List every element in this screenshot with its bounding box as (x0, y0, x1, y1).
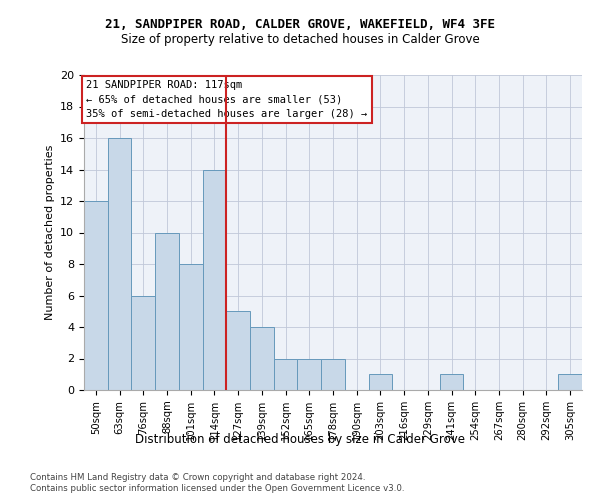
Bar (321, 358, 345, 390)
Y-axis label: Number of detached properties: Number of detached properties (44, 145, 55, 320)
Text: 21, SANDPIPER ROAD, CALDER GROVE, WAKEFIELD, WF4 3FE: 21, SANDPIPER ROAD, CALDER GROVE, WAKEFI… (105, 18, 495, 30)
Bar (368, 374, 392, 390)
Bar (250, 327, 274, 390)
Text: Size of property relative to detached houses in Calder Grove: Size of property relative to detached ho… (121, 32, 479, 46)
Bar (298, 358, 321, 390)
Bar (558, 374, 582, 390)
Bar (108, 138, 131, 390)
Bar (440, 374, 463, 390)
Bar (179, 264, 203, 390)
Text: 21 SANDPIPER ROAD: 117sqm
← 65% of detached houses are smaller (53)
35% of semi-: 21 SANDPIPER ROAD: 117sqm ← 65% of detac… (86, 80, 368, 120)
Text: Contains public sector information licensed under the Open Government Licence v3: Contains public sector information licen… (30, 484, 404, 493)
Bar (274, 358, 298, 390)
Bar (84, 201, 108, 390)
Bar (131, 296, 155, 390)
Bar (203, 170, 226, 390)
Bar (226, 311, 250, 390)
Text: Contains HM Land Registry data © Crown copyright and database right 2024.: Contains HM Land Registry data © Crown c… (30, 472, 365, 482)
Text: Distribution of detached houses by size in Calder Grove: Distribution of detached houses by size … (135, 432, 465, 446)
Bar (155, 232, 179, 390)
